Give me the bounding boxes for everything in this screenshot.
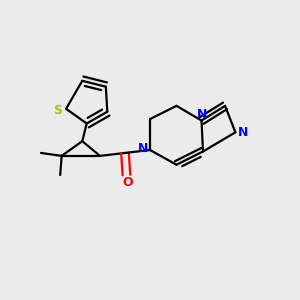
Text: N: N (137, 142, 148, 155)
Text: S: S (53, 104, 62, 117)
Text: N: N (197, 108, 208, 121)
Text: O: O (123, 176, 133, 189)
Text: N: N (238, 126, 248, 139)
